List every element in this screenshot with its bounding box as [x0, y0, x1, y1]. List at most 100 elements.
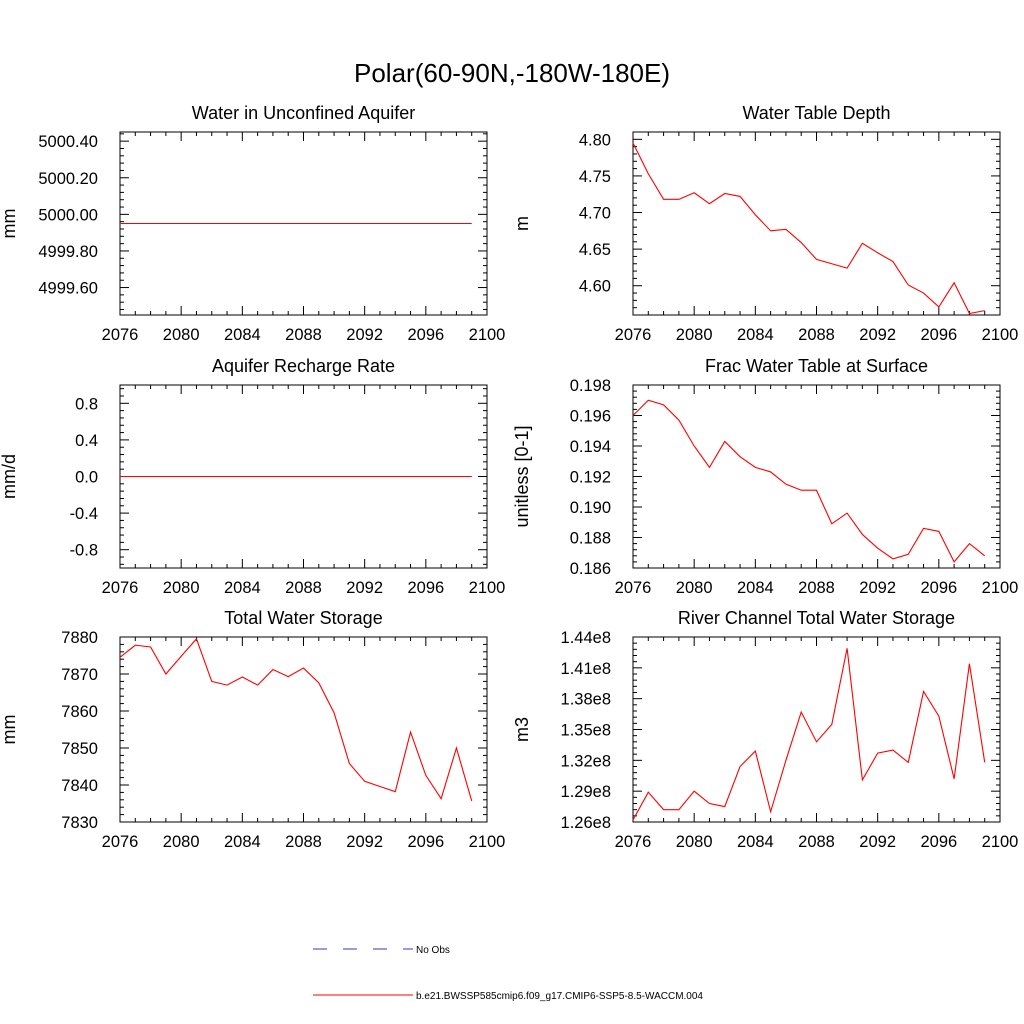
data-point [983, 554, 986, 557]
data-point [302, 667, 305, 670]
x-tick-label: 2076 [615, 579, 652, 597]
panel-frac-water-table-at-surface: Frac Water Table at Surface unitless [0-1… [512, 356, 1018, 597]
panel-water-in-unconfined-aquifer: Water in Unconfined Aquifer mm 2076 2080 208… [0, 103, 505, 344]
x-tick-label: 2076 [102, 833, 139, 851]
y-tick-label: 4999.60 [38, 280, 98, 298]
plot-frame [632, 131, 1001, 316]
data-point [363, 222, 366, 225]
x-tick-label: 2100 [982, 833, 1019, 851]
data-point [647, 399, 650, 402]
data-point [876, 251, 879, 254]
data-point [922, 690, 925, 693]
y-tick-label: 7850 [61, 740, 98, 758]
data-point [378, 475, 381, 478]
data-point [784, 228, 787, 231]
y-tick-label: 1.26e8 [561, 814, 611, 832]
data-point [455, 222, 458, 225]
x-tick-label: 2096 [407, 326, 444, 344]
data-point [348, 762, 351, 765]
data-point [394, 475, 397, 478]
y-axis-label: mm [0, 715, 19, 745]
data-point [800, 711, 803, 714]
plot-frame [632, 384, 1001, 569]
x-tick-label: 2084 [737, 326, 774, 344]
data-point [800, 489, 803, 492]
data-point [440, 797, 443, 800]
x-tick-label: 2088 [285, 579, 322, 597]
y-tick-label: 7870 [61, 666, 98, 684]
data-point [440, 475, 443, 478]
chart-title: Water in Unconfined Aquifer [192, 103, 415, 123]
series-line [119, 637, 473, 802]
y-axis-label: unitless [0-1] [512, 425, 532, 527]
y-tick-label: 1.41e8 [561, 660, 611, 678]
x-tick-label: 2088 [285, 833, 322, 851]
data-point [739, 765, 742, 768]
data-point [846, 647, 849, 650]
y-tick-label: 4.70 [579, 205, 611, 223]
y-tick-label: 4.60 [579, 278, 611, 296]
data-point [302, 475, 305, 478]
data-point [632, 414, 635, 417]
y-tick-label: 0.188 [570, 530, 611, 548]
data-point [210, 680, 213, 683]
y-tick-label: 5000.20 [38, 170, 98, 188]
data-point [937, 530, 940, 533]
y-axis-label: m [512, 216, 532, 231]
x-tick-label: 2100 [469, 833, 506, 851]
data-point [754, 213, 757, 216]
data-point [226, 475, 229, 478]
data-point [287, 475, 290, 478]
data-point [271, 222, 274, 225]
y-tick-label: 7840 [61, 777, 98, 795]
data-point [409, 475, 412, 478]
data-point [271, 475, 274, 478]
data-point [708, 466, 711, 469]
data-point [815, 258, 818, 261]
y-tick-label: 7830 [61, 814, 98, 832]
data-point [815, 740, 818, 743]
x-tick-label: 2076 [615, 833, 652, 851]
data-point [723, 192, 726, 195]
y-tick-label: 7880 [61, 629, 98, 647]
data-point [287, 675, 290, 678]
data-point [922, 292, 925, 295]
data-point [317, 475, 320, 478]
data-point [333, 711, 336, 714]
x-tick-label: 2088 [285, 326, 322, 344]
legend: No Obs b.e21.BWSSP585cmip6.f09_g17.CMIP6… [313, 945, 703, 1002]
data-point [226, 684, 229, 687]
panels: Water in Unconfined Aquifer mm 2076 2080 208… [0, 103, 1018, 851]
y-tick-label: 0.4 [75, 432, 98, 450]
data-point [708, 802, 711, 805]
y-tick-label: 0.198 [570, 377, 611, 395]
data-point [164, 222, 167, 225]
y-axis-label: mm/d [0, 454, 19, 499]
data-point [149, 475, 152, 478]
x-tick-label: 2088 [798, 833, 835, 851]
data-point [424, 774, 427, 777]
data-point [363, 780, 366, 783]
data-point [662, 198, 665, 201]
data-point [769, 810, 772, 813]
data-point [440, 222, 443, 225]
data-point [348, 475, 351, 478]
data-point [409, 731, 412, 734]
data-point [632, 141, 635, 144]
x-tick-label: 2088 [798, 326, 835, 344]
x-tick-label: 2096 [407, 833, 444, 851]
x-tick-label: 2096 [920, 579, 957, 597]
data-point [470, 222, 473, 225]
y-tick-label: 5000.40 [38, 133, 98, 151]
y-axis-label: m3 [512, 717, 532, 742]
data-point [241, 222, 244, 225]
data-point [333, 222, 336, 225]
x-tick-label: 2084 [737, 833, 774, 851]
y-tick-label: 1.29e8 [561, 783, 611, 801]
x-tick-label: 2100 [469, 579, 506, 597]
plot-frame [632, 636, 1001, 823]
x-tick-label: 2076 [102, 326, 139, 344]
data-point [195, 475, 198, 478]
data-point [271, 668, 274, 671]
